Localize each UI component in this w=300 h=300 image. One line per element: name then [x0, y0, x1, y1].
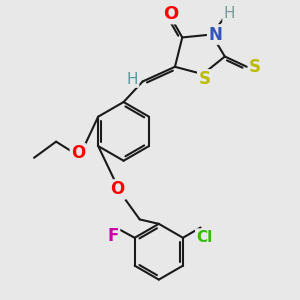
Text: Cl: Cl: [196, 230, 212, 244]
Text: N: N: [208, 26, 222, 44]
Text: O: O: [111, 181, 125, 199]
Text: S: S: [198, 70, 210, 88]
Text: H: H: [224, 7, 235, 22]
Text: O: O: [163, 5, 178, 23]
Text: O: O: [71, 144, 85, 162]
Text: F: F: [108, 226, 119, 244]
Text: H: H: [127, 72, 138, 87]
Text: S: S: [249, 58, 261, 76]
